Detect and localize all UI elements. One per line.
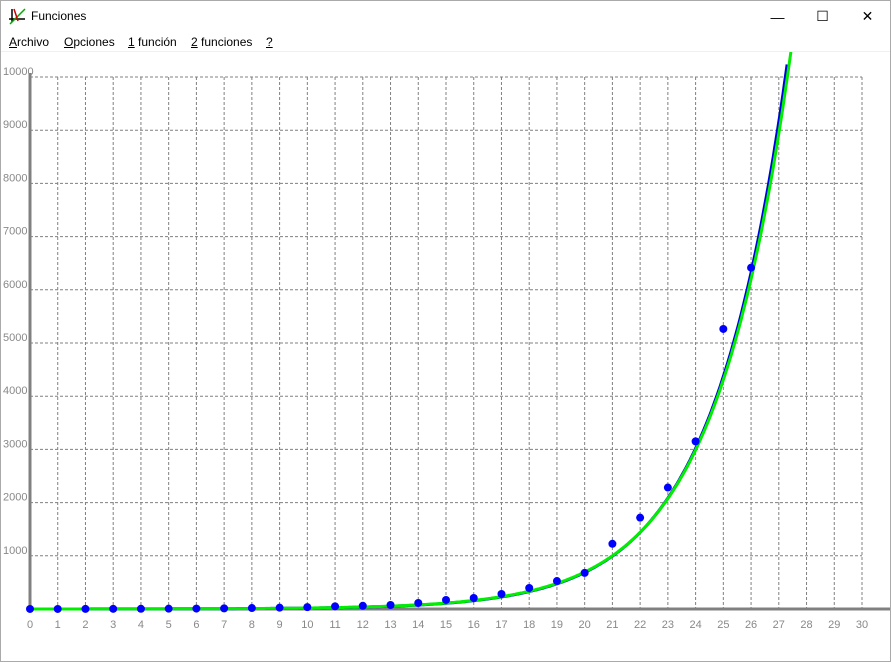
- data-point: [691, 437, 700, 446]
- x-tick-label: 23: [662, 619, 674, 631]
- x-tick-label: 14: [412, 619, 424, 631]
- minimize-button[interactable]: —: [770, 8, 785, 25]
- y-tick-label: 3000: [3, 438, 27, 450]
- menu-separator: [1, 51, 890, 52]
- data-point: [331, 602, 340, 611]
- x-tick-label: 18: [523, 619, 535, 631]
- x-tick-label: 24: [689, 619, 701, 631]
- data-point: [247, 604, 256, 613]
- x-tick-label: 16: [468, 619, 480, 631]
- data-point: [303, 603, 312, 612]
- menu-2-funciones[interactable]: 2 funciones: [191, 35, 253, 49]
- x-tick-label: 5: [166, 619, 172, 631]
- data-point: [469, 593, 478, 602]
- app-icon: [9, 8, 26, 25]
- function-plot: 0 1 2 3 4 5 6 7 8 9 10 11 12 13 14 15 16 17 18 19 20 21 22 23 24…: [3, 52, 890, 631]
- data-point: [747, 263, 756, 272]
- data-point: [580, 568, 589, 577]
- y-tick-label: 8000: [3, 172, 27, 184]
- data-point: [275, 603, 284, 612]
- curve-2: [30, 52, 793, 611]
- y-tick-label: 1000: [3, 545, 27, 557]
- close-button[interactable]: ✕: [861, 8, 874, 24]
- x-tick-label: 22: [634, 619, 646, 631]
- title-bar: Funciones — ☐ ✕: [1, 1, 890, 32]
- data-point: [164, 604, 173, 613]
- x-tick-label: 4: [138, 619, 144, 631]
- data-point: [719, 324, 728, 333]
- x-tick-label: 25: [717, 619, 729, 631]
- menu-help[interactable]: ?: [266, 35, 273, 49]
- x-tick-label: 13: [384, 619, 396, 631]
- x-tick-label: 6: [193, 619, 199, 631]
- x-tick-label: 28: [800, 619, 812, 631]
- y-tick-label: 9000: [3, 119, 27, 131]
- x-tick-label: 0: [27, 619, 33, 631]
- data-point: [136, 604, 145, 613]
- menu-bar: Archivo Opciones 1 función 2 funciones ?: [1, 32, 890, 51]
- data-point: [109, 604, 118, 613]
- data-point: [442, 595, 450, 604]
- data-point: [497, 589, 506, 598]
- menu-opciones[interactable]: Opciones: [64, 35, 115, 49]
- x-tick-label: 15: [440, 619, 452, 631]
- data-point: [525, 583, 534, 592]
- x-tick-label: 12: [357, 619, 369, 631]
- x-tick-label: 19: [551, 619, 563, 631]
- x-tick-label: 8: [249, 619, 255, 631]
- data-point: [636, 513, 645, 522]
- x-tick-label: 9: [277, 619, 283, 631]
- x-tick-label: 20: [579, 619, 591, 631]
- x-tick-label: 2: [82, 619, 88, 631]
- curve-1: [30, 64, 789, 611]
- x-tick-label: 27: [773, 619, 785, 631]
- y-tick-label: 4000: [3, 385, 27, 397]
- data-point: [663, 483, 672, 492]
- x-tick-label: 17: [495, 619, 507, 631]
- menu-1-funcion[interactable]: 1 función: [128, 35, 177, 49]
- x-tick-label: 11: [329, 619, 340, 631]
- x-tick-label: 30: [856, 619, 868, 631]
- data-point: [608, 539, 617, 548]
- data-point: [81, 604, 90, 613]
- x-tick-label: 1: [55, 619, 61, 631]
- y-tick-label: 6000: [3, 279, 27, 291]
- x-tick-label: 10: [301, 619, 313, 631]
- y-tick-label: 5000: [3, 332, 27, 344]
- data-point: [53, 604, 62, 613]
- window-title: Funciones: [31, 9, 87, 23]
- data-point: [552, 577, 561, 586]
- x-tick-label: 21: [606, 619, 618, 631]
- data-point: [358, 601, 367, 610]
- maximize-button[interactable]: ☐: [816, 8, 829, 24]
- menu-archivo[interactable]: Archivo: [9, 35, 50, 49]
- x-tick-label: 7: [221, 619, 227, 631]
- y-tick-label: 10000: [3, 66, 34, 78]
- x-tick-label: 29: [828, 619, 840, 631]
- y-tick-label: 7000: [3, 226, 27, 238]
- data-point: [386, 601, 395, 610]
- data-point: [220, 604, 229, 613]
- data-point: [414, 598, 423, 607]
- x-tick-label: 26: [745, 619, 757, 631]
- x-tick-label: 3: [110, 619, 116, 631]
- data-point: [192, 604, 201, 613]
- data-point: [26, 604, 34, 613]
- y-tick-label: 2000: [3, 492, 27, 504]
